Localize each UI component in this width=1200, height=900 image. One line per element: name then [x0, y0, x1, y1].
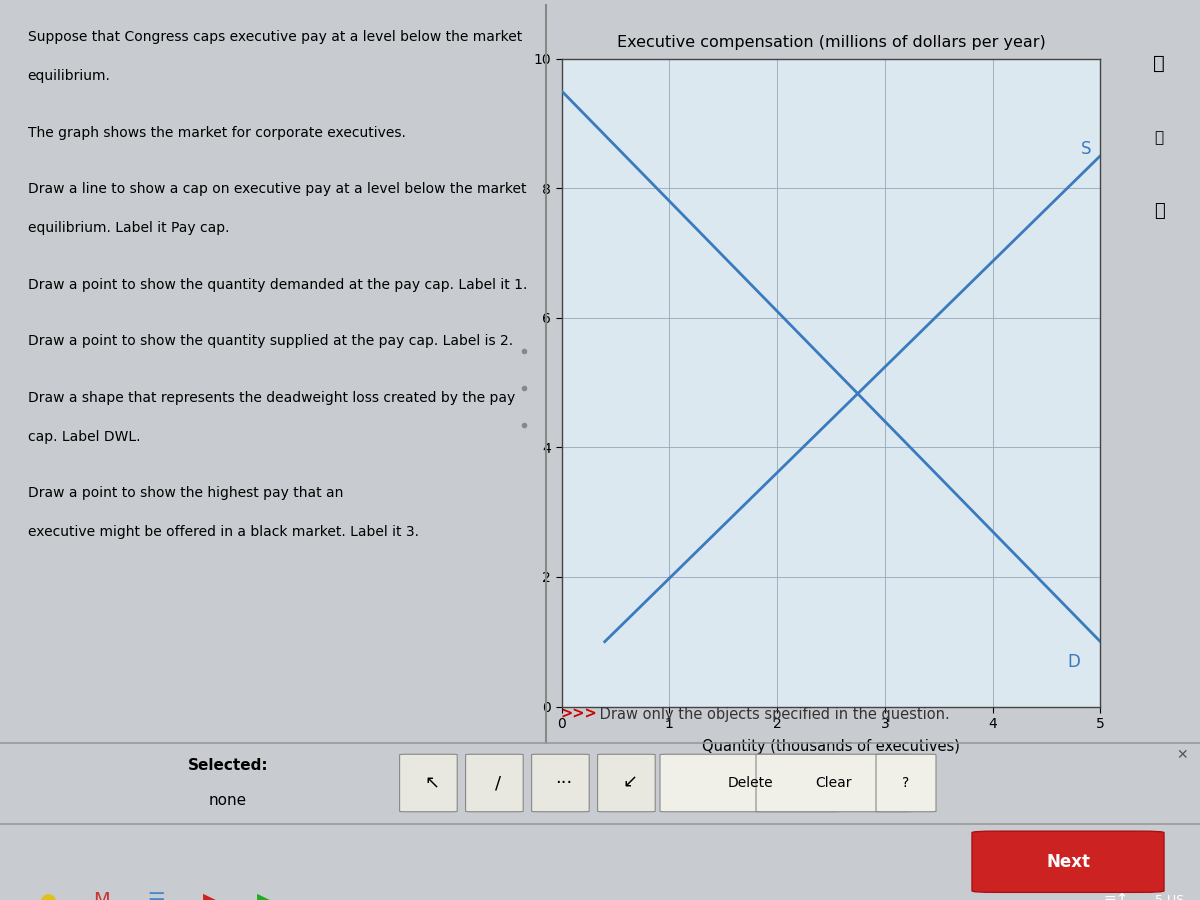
Title: Executive compensation (millions of dollars per year): Executive compensation (millions of doll…	[617, 35, 1045, 50]
FancyBboxPatch shape	[660, 754, 840, 812]
Text: 🔍: 🔍	[1153, 54, 1165, 73]
Text: /: /	[494, 774, 502, 792]
Text: none: none	[209, 793, 247, 808]
Text: Draw a point to show the quantity supplied at the pay cap. Label is 2.: Draw a point to show the quantity suppli…	[28, 335, 512, 348]
Text: Draw a shape that represents the deadweight loss created by the pay: Draw a shape that represents the deadwei…	[28, 392, 515, 405]
FancyBboxPatch shape	[598, 754, 655, 812]
Text: ↙: ↙	[623, 774, 637, 792]
Text: Clear: Clear	[816, 776, 852, 790]
FancyBboxPatch shape	[756, 754, 912, 812]
Text: ✕: ✕	[1176, 748, 1188, 761]
Text: ▶: ▶	[257, 890, 271, 900]
Text: ▶: ▶	[203, 890, 217, 900]
FancyBboxPatch shape	[466, 754, 523, 812]
Text: cap. Label DWL.: cap. Label DWL.	[28, 429, 140, 444]
FancyBboxPatch shape	[876, 754, 936, 812]
Text: M: M	[94, 890, 110, 900]
FancyBboxPatch shape	[400, 754, 457, 812]
Text: ⧉: ⧉	[1154, 202, 1164, 220]
Text: Suppose that Congress caps executive pay at a level below the market: Suppose that Congress caps executive pay…	[28, 31, 522, 44]
Text: D: D	[1067, 652, 1080, 670]
Text: S: S	[1081, 140, 1092, 158]
Text: ≡↑: ≡↑	[1103, 893, 1129, 900]
Text: Draw a point to show the quantity demanded at the pay cap. Label it 1.: Draw a point to show the quantity demand…	[28, 277, 527, 292]
FancyBboxPatch shape	[532, 754, 589, 812]
Text: Delete: Delete	[727, 776, 773, 790]
Text: ☰: ☰	[148, 890, 164, 900]
Text: ●: ●	[40, 890, 56, 900]
Text: 5 US: 5 US	[1156, 894, 1184, 900]
Text: ↖: ↖	[425, 774, 439, 792]
FancyBboxPatch shape	[972, 832, 1164, 893]
Text: 🔍: 🔍	[1154, 130, 1164, 145]
Text: >>>: >>>	[560, 706, 598, 722]
Text: executive might be offered in a black market. Label it 3.: executive might be offered in a black ma…	[28, 525, 419, 539]
Text: equilibrium.: equilibrium.	[28, 68, 110, 83]
X-axis label: Quantity (thousands of executives): Quantity (thousands of executives)	[702, 739, 960, 754]
Text: Draw only the objects specified in the question.: Draw only the objects specified in the q…	[595, 706, 950, 722]
Text: Draw a point to show the highest pay that an: Draw a point to show the highest pay tha…	[28, 486, 343, 500]
Text: ?: ?	[902, 776, 910, 790]
Text: equilibrium. Label it Pay cap.: equilibrium. Label it Pay cap.	[28, 220, 229, 235]
Text: Selected:: Selected:	[187, 758, 269, 773]
Text: The graph shows the market for corporate executives.: The graph shows the market for corporate…	[28, 125, 406, 140]
Text: ···: ···	[556, 774, 572, 792]
Text: Draw a line to show a cap on executive pay at a level below the market: Draw a line to show a cap on executive p…	[28, 183, 526, 196]
Text: Next: Next	[1046, 853, 1090, 871]
